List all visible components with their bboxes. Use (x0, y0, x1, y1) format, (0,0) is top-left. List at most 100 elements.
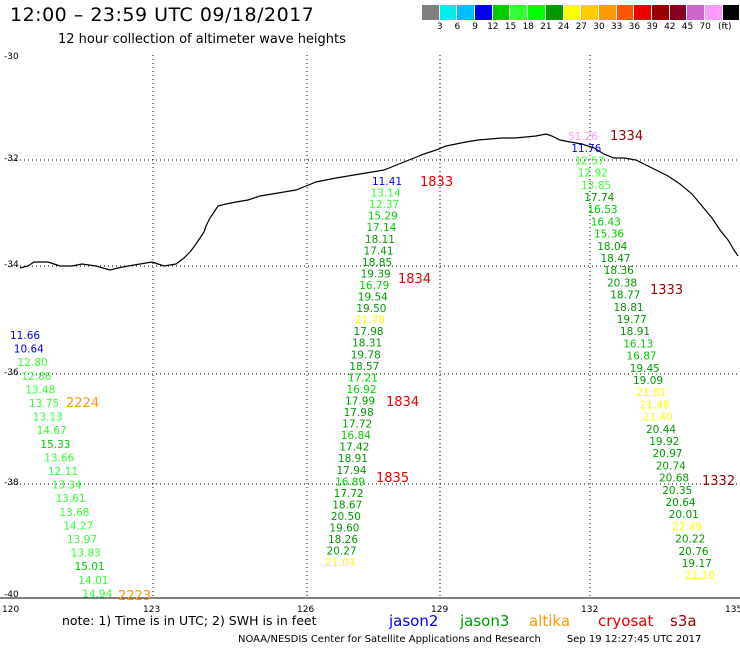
value-label: 13.97 (67, 534, 97, 546)
value-label: 20.35 (662, 485, 692, 497)
value-label: 12.92 (578, 168, 608, 180)
color-scale-label: 6 (454, 22, 461, 32)
credit-text: NOAA/NESDIS Center for Satellite Applica… (238, 634, 541, 645)
legend-sat-jason3: jason3 (459, 612, 509, 630)
value-label: 17.14 (366, 222, 396, 234)
color-swatch (545, 5, 564, 20)
value-label: 14.01 (78, 575, 108, 587)
value-label: 18.36 (604, 265, 634, 277)
value-label: 18.26 (328, 534, 358, 546)
color-scale-label: 70 (699, 22, 711, 32)
value-label: 1834 (398, 272, 431, 287)
value-label: 11.76 (571, 143, 601, 155)
value-label: 19.17 (682, 558, 712, 570)
color-swatch (669, 5, 688, 20)
value-label: 21.10 (685, 570, 715, 582)
value-label: 18.81 (614, 302, 644, 314)
value-label: 21.04 (325, 557, 355, 569)
color-scale-label: 3 (436, 22, 443, 32)
legend-sat-jason2: jason2 (388, 612, 438, 630)
value-label: 17.94 (337, 465, 367, 477)
value-label: 13.13 (33, 412, 63, 424)
value-label: 19.77 (617, 314, 647, 326)
value-label: 15.29 (368, 211, 398, 223)
value-label: 16.43 (591, 216, 621, 228)
value-label: 2223 (118, 589, 151, 604)
value-label: 17.98 (344, 407, 374, 419)
legend-sat-s3a: s3a (670, 612, 697, 630)
value-label: 19.92 (649, 436, 679, 448)
lon-label: 129 (431, 605, 448, 615)
value-label: 16.87 (627, 351, 657, 363)
value-label: 18.85 (362, 257, 392, 269)
color-swatch (510, 5, 529, 20)
value-label: 20.27 (327, 546, 357, 558)
value-label: 20.50 (331, 511, 361, 523)
color-scale-label: 12 (487, 22, 499, 32)
value-label: 20.76 (679, 546, 709, 558)
value-label: 1332 (702, 474, 735, 489)
value-label: 20.22 (675, 534, 705, 546)
value-label: 12.80 (18, 357, 48, 369)
legend-sat-altika: altika (529, 612, 570, 630)
value-label: 19.50 (356, 303, 386, 315)
value-label: 13.85 (581, 180, 611, 192)
value-label: 15.01 (75, 561, 105, 573)
color-swatch (422, 5, 440, 20)
value-label: 17.74 (584, 192, 614, 204)
value-label: 13.48 (25, 384, 55, 396)
value-label: 12.57 (575, 155, 605, 167)
value-label: 1835 (376, 471, 409, 486)
value-label: 21.78 (355, 315, 385, 327)
value-label: 1833 (420, 175, 453, 190)
value-label: 20.38 (607, 277, 637, 289)
color-scale-label: 24 (557, 22, 570, 32)
color-scale-bar (422, 5, 740, 20)
color-scale-label: 39 (646, 22, 658, 32)
color-swatch (528, 5, 546, 20)
value-label: 51.26 (568, 131, 598, 143)
lat-label: -38 (4, 478, 19, 488)
footer-credit: NOAA/NESDIS Center for Satellite Applica… (238, 634, 701, 645)
value-label: 17.21 (348, 372, 378, 384)
value-label: 18.31 (352, 338, 382, 350)
color-scale-label: 36 (628, 22, 641, 32)
value-label: 19.54 (358, 292, 388, 304)
color-swatch (616, 5, 635, 20)
color-scale-label: 30 (593, 22, 605, 32)
lat-label: -36 (4, 368, 19, 378)
lat-label: -30 (4, 52, 19, 62)
lon-label: 123 (143, 605, 160, 615)
color-scale-label: 21 (540, 22, 552, 32)
value-label: 14.94 (82, 588, 112, 600)
value-label: 18.91 (338, 453, 368, 465)
value-label: 13.14 (371, 188, 401, 200)
value-label: 20.64 (666, 497, 696, 509)
value-label: 16.13 (623, 338, 653, 350)
value-label: 17.99 (345, 395, 375, 407)
color-swatch (598, 5, 617, 20)
value-label: 16.89 (335, 476, 365, 488)
value-label: 18.04 (597, 241, 627, 253)
legend-satellites: jason2 jason3 altika cryosat s3a (388, 612, 697, 630)
chart-subtitle: 12 hour collection of altimeter wave hei… (58, 32, 346, 47)
value-label: 19.78 (351, 349, 381, 361)
value-label: 10.64 (14, 344, 44, 356)
value-label: 17.41 (363, 245, 393, 257)
color-swatch (705, 5, 723, 20)
legend-svg: note: 1) Time is in UTC; 2) SWH is in fe… (62, 612, 697, 630)
value-label: 21.48 (640, 399, 670, 411)
lat-label: -34 (4, 260, 19, 270)
value-label: 20.44 (646, 424, 676, 436)
value-label: 18.11 (365, 234, 395, 246)
color-swatch (581, 5, 599, 20)
value-label: 19.09 (633, 375, 663, 387)
value-label: 2224 (66, 396, 99, 411)
value-label: 22.49 (672, 521, 702, 533)
color-swatch (651, 5, 670, 20)
color-scale-label: 33 (610, 22, 623, 32)
coastline (19, 133, 739, 271)
value-label: 12.37 (369, 199, 399, 211)
value-label: 16.84 (341, 430, 371, 442)
value-label: 13.68 (59, 507, 89, 519)
